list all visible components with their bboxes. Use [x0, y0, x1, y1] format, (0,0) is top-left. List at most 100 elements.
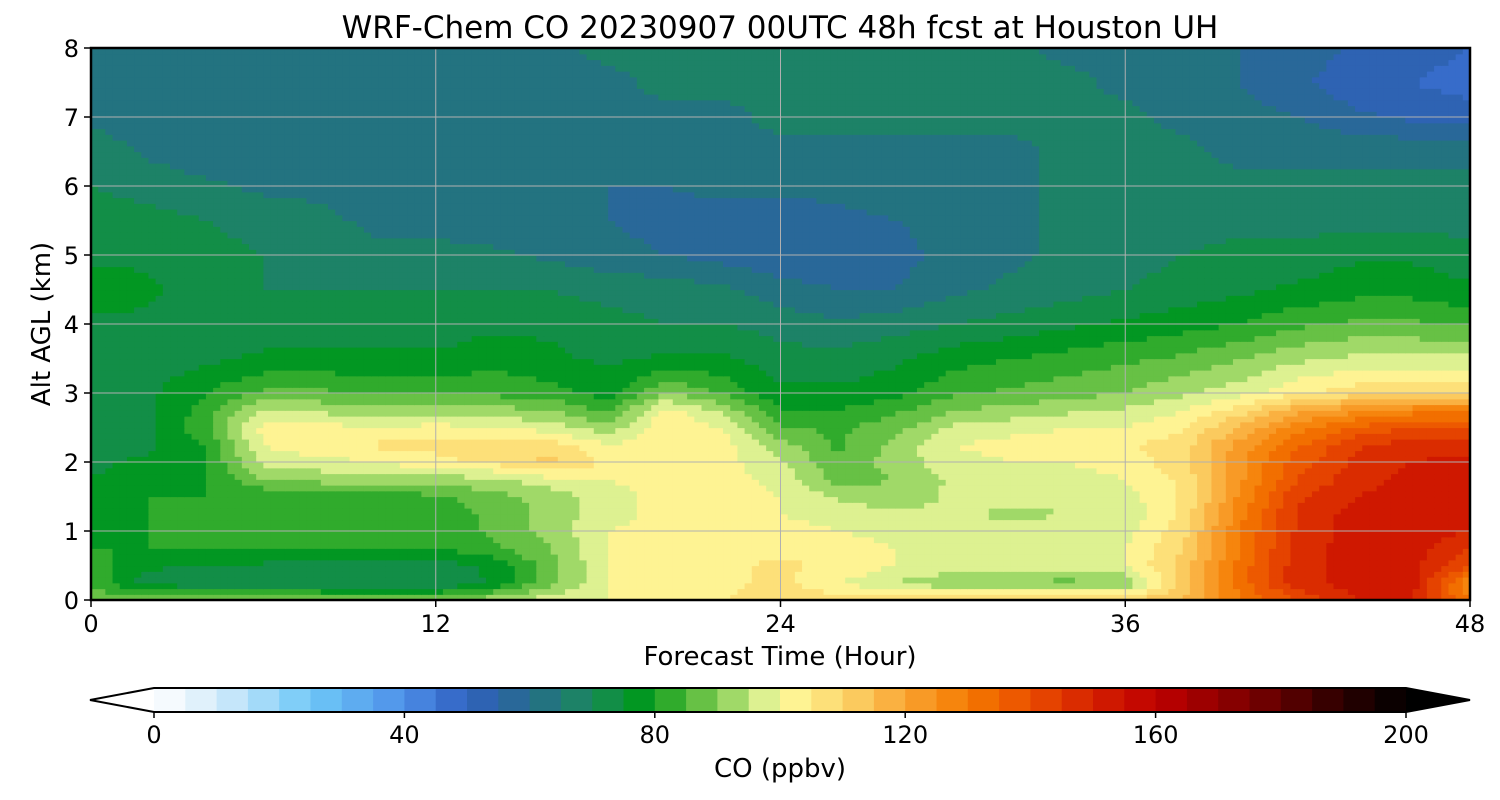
- heatmap-cell: [636, 525, 645, 532]
- heatmap-cell: [1225, 502, 1234, 509]
- heatmap-cell: [1146, 565, 1155, 572]
- heatmap-cell: [126, 490, 135, 498]
- heatmap-cell: [988, 513, 997, 521]
- heatmap-cell: [514, 456, 523, 463]
- heatmap-cell: [1434, 565, 1442, 572]
- heatmap-cell: [1175, 508, 1184, 515]
- heatmap-cell: [98, 485, 106, 492]
- heatmap-cell: [335, 571, 343, 578]
- heatmap-cell: [1326, 588, 1335, 595]
- heatmap-cell: [162, 490, 171, 498]
- heatmap-cell: [888, 496, 897, 503]
- heatmap-cell: [1118, 531, 1126, 538]
- heatmap-cell: [1211, 519, 1220, 526]
- heatmap-cell: [457, 462, 466, 469]
- heatmap-cell: [105, 531, 114, 538]
- heatmap-cell: [1261, 508, 1270, 515]
- heatmap-cell: [1283, 473, 1292, 480]
- heatmap-cell: [1153, 548, 1162, 555]
- heatmap-cell: [751, 479, 760, 486]
- heatmap-cell: [1046, 525, 1055, 532]
- heatmap-cell: [758, 462, 767, 469]
- heatmap-cell: [1182, 473, 1191, 480]
- heatmap-cell: [644, 565, 652, 572]
- heatmap-cell: [622, 485, 631, 492]
- heatmap-cell: [1340, 588, 1349, 595]
- heatmap-cell: [1096, 525, 1105, 532]
- heatmap-cell: [356, 548, 365, 555]
- heatmap-cell: [155, 548, 164, 555]
- heatmap-cell: [543, 531, 552, 538]
- heatmap-cell: [1283, 479, 1292, 486]
- heatmap-cell: [780, 519, 789, 526]
- heatmap-cell: [1189, 554, 1198, 561]
- heatmap-cell: [335, 548, 343, 555]
- heatmap-cell: [1197, 536, 1205, 544]
- heatmap-cell: [507, 450, 516, 457]
- heatmap-cell: [687, 571, 695, 578]
- heatmap-cell: [399, 456, 408, 463]
- heatmap-cell: [1153, 571, 1162, 578]
- heatmap-cell: [586, 490, 595, 498]
- heatmap-cell: [1319, 467, 1327, 475]
- heatmap-cell: [780, 467, 789, 475]
- heatmap-cell: [227, 582, 236, 590]
- heatmap-cell: [960, 462, 968, 469]
- heatmap-cell: [471, 594, 480, 601]
- heatmap-cell: [378, 479, 387, 486]
- heatmap-cell: [198, 571, 207, 578]
- heatmap-cell: [1031, 456, 1040, 463]
- heatmap-cell: [1175, 577, 1184, 584]
- heatmap-cell: [349, 582, 358, 590]
- heatmap-cell: [1398, 467, 1406, 475]
- heatmap-cell: [615, 542, 624, 549]
- heatmap-cell: [924, 554, 932, 561]
- heatmap-cell: [557, 456, 566, 463]
- heatmap-cell: [198, 513, 207, 521]
- heatmap-cell: [220, 588, 229, 595]
- heatmap-cell: [1434, 588, 1442, 595]
- heatmap-cell: [1311, 594, 1320, 601]
- heatmap-cell: [902, 531, 911, 538]
- heatmap-cell: [1462, 594, 1471, 601]
- heatmap-cell: [1426, 559, 1435, 567]
- heatmap-cell: [830, 462, 839, 469]
- heatmap-cell: [407, 450, 415, 457]
- heatmap-cell: [715, 502, 724, 509]
- heatmap-cell: [658, 565, 667, 572]
- heatmap-cell: [320, 490, 329, 498]
- heatmap-cell: [593, 467, 602, 475]
- heatmap-cell: [220, 462, 229, 469]
- heatmap-cell: [1419, 531, 1428, 538]
- heatmap-cell: [263, 485, 272, 492]
- heatmap-cell: [1297, 462, 1306, 469]
- heatmap-cell: [1390, 571, 1399, 578]
- heatmap-cell: [845, 525, 853, 532]
- heatmap-cell: [909, 519, 918, 526]
- heatmap-cell: [1010, 462, 1019, 469]
- heatmap-cell: [464, 594, 473, 601]
- heatmap-cell: [1398, 559, 1406, 567]
- heatmap-cell: [1118, 577, 1126, 584]
- heatmap-cell: [414, 582, 422, 590]
- heatmap-cell: [263, 554, 272, 561]
- heatmap-cell: [1039, 502, 1047, 509]
- heatmap-cell: [105, 467, 114, 475]
- heatmap-cell: [1039, 467, 1047, 475]
- heatmap-cell: [1067, 559, 1076, 567]
- heatmap-cell: [1082, 548, 1090, 555]
- heatmap-cell: [428, 485, 437, 492]
- heatmap-cell: [938, 542, 947, 549]
- heatmap-cell: [126, 594, 135, 601]
- heatmap-cell: [708, 508, 717, 515]
- heatmap-cell: [651, 462, 659, 469]
- heatmap-cell: [622, 525, 631, 532]
- heatmap-cell: [1326, 519, 1335, 526]
- heatmap-cell: [184, 462, 193, 469]
- heatmap-cell: [184, 542, 193, 549]
- heatmap-cell: [1390, 479, 1399, 486]
- heatmap-cell: [277, 548, 286, 555]
- heatmap-cell: [249, 450, 257, 457]
- heatmap-cell: [464, 559, 473, 567]
- heatmap-cell: [737, 594, 746, 601]
